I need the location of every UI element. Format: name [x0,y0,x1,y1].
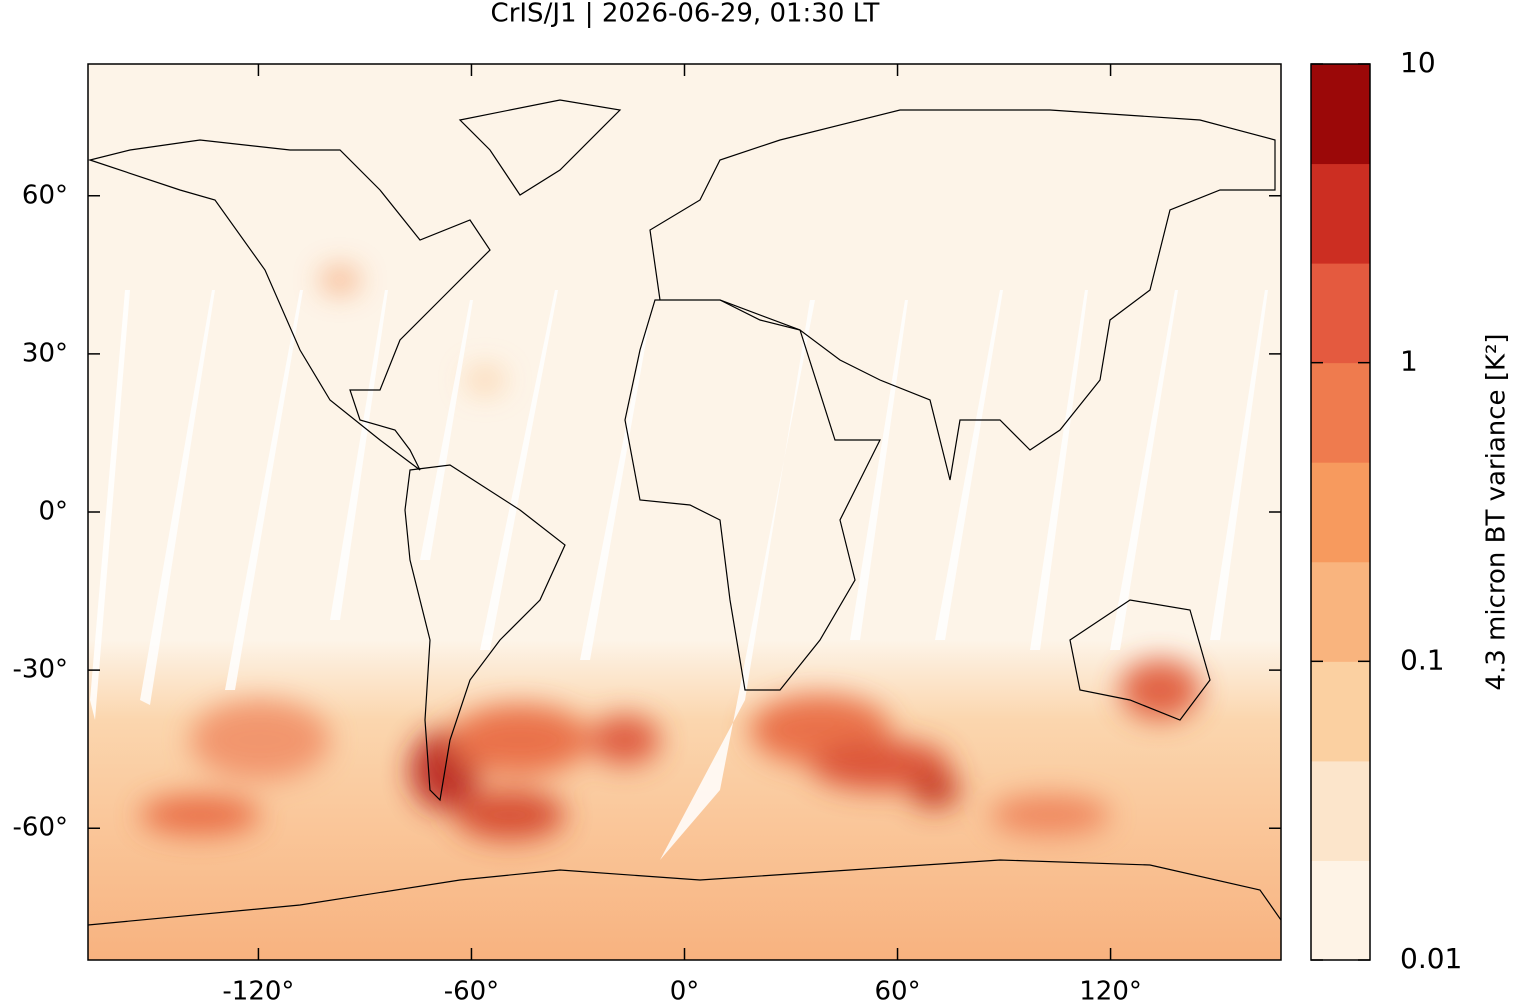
colorbar-tick-label: 10 [1400,46,1436,79]
colorbar-band [1311,661,1370,762]
y-tick-label: -60° [13,813,68,843]
y-tick-label: 0° [38,497,68,527]
colorbar-tick-label: 1 [1400,345,1418,378]
chart-title: CrIS/J1 | 2026-06-29, 01:30 LT [491,0,880,29]
x-tick-label: 60° [874,977,920,1002]
colorbar-band [1311,561,1370,662]
colorbar-band [1311,760,1370,861]
x-tick-label: 120° [1079,977,1142,1002]
colorbar-band [1311,163,1370,264]
colorbar-band [1311,462,1370,563]
colorbar-tick-label: 0.1 [1400,643,1445,676]
colorbar-label: 4.3 micron BT variance [K²] [1482,333,1512,690]
colorbar-band [1311,362,1370,463]
colorbar-band [1311,263,1370,364]
x-tick-label: -60° [444,977,499,1002]
map-field [88,64,1281,960]
y-tick-label: 30° [22,338,68,368]
colorbar-band [1311,64,1370,165]
colorbar-tick-label: 0.01 [1400,942,1462,975]
x-tick-label: 0° [670,977,700,1002]
colorbar-band [1311,860,1370,961]
x-tick-label: -120° [222,977,294,1002]
colorbar-frame [1310,63,1371,961]
y-tick-label: 60° [22,180,68,210]
y-tick-label: -30° [13,655,68,685]
